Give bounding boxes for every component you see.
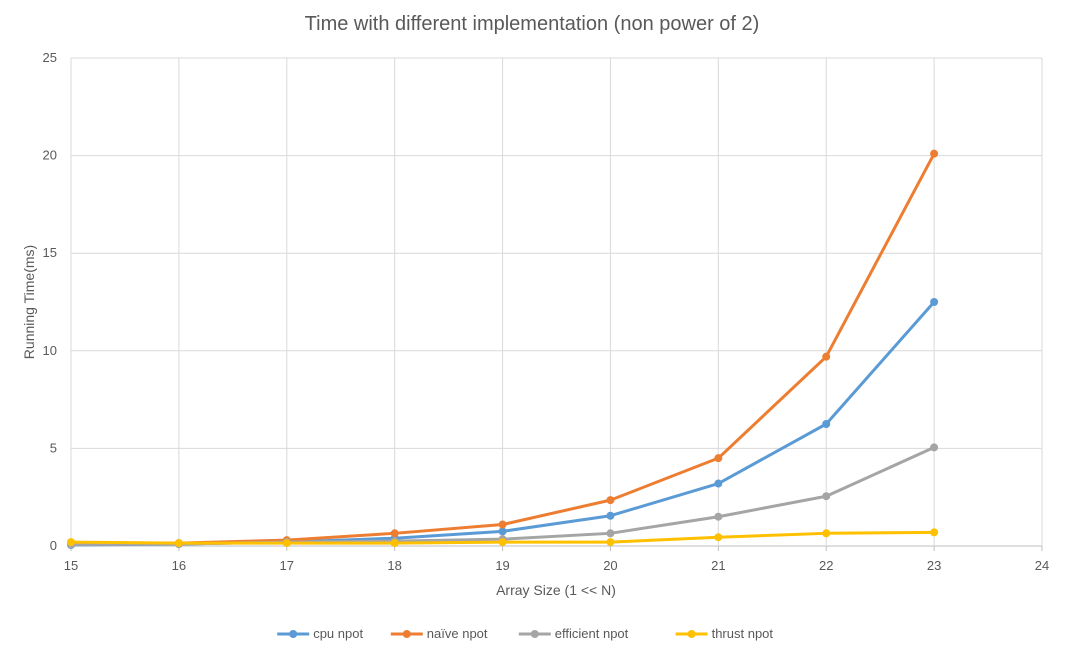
data-point (67, 538, 75, 547)
data-point (390, 529, 399, 538)
grid-lines (70, 57, 1043, 551)
data-point (930, 443, 939, 452)
data-point (606, 511, 615, 520)
data-point (714, 512, 723, 521)
x-tick-label: 24 (1035, 558, 1049, 573)
data-point (930, 298, 939, 306)
legend-label: efficient npot (555, 626, 629, 641)
data-point (606, 538, 615, 547)
data-point (822, 529, 831, 538)
data-point (930, 528, 939, 537)
tick-labels: 0 5 10 15 20 25 15 16 17 18 19 20 21 22 23 24 (43, 50, 1050, 573)
y-tick-label: 10 (43, 343, 57, 358)
data-point (606, 529, 615, 538)
data-point (930, 149, 939, 158)
data-point (714, 533, 723, 542)
legend-item: thrust npot (675, 626, 774, 641)
legend-item: cpu npot (277, 626, 363, 641)
legend-item: efficient npot (518, 626, 629, 641)
legend-label: thrust npot (712, 626, 774, 641)
x-tick-label: 17 (280, 558, 294, 573)
y-axis-title: Running Time(ms) (21, 245, 37, 359)
legend-item: naïve npot (390, 626, 488, 641)
legend-marker (289, 630, 298, 638)
x-tick-label: 21 (711, 558, 725, 573)
legend-label: cpu npot (313, 626, 363, 641)
data-point (714, 479, 723, 488)
data-point (606, 496, 615, 505)
legend: cpu npot naïve npot efficient npot thrust n… (277, 626, 773, 641)
data-point (822, 352, 831, 361)
legend-marker (402, 630, 411, 638)
data-point (390, 539, 399, 548)
data-point (714, 454, 723, 463)
data-point (822, 492, 831, 501)
x-tick-label: 15 (64, 558, 78, 573)
x-tick-label: 18 (387, 558, 401, 573)
y-tick-label: 25 (43, 50, 57, 65)
x-tick-label: 22 (819, 558, 833, 573)
data-point (822, 420, 831, 428)
data-point (282, 539, 291, 548)
chart-title: Time with different implementation (non … (305, 13, 760, 35)
y-tick-label: 0 (50, 538, 57, 553)
y-tick-label: 15 (43, 245, 57, 260)
x-tick-label: 19 (495, 558, 509, 573)
x-tick-label: 16 (172, 558, 186, 573)
y-tick-label: 20 (43, 148, 57, 163)
series-3 (67, 528, 939, 548)
data-point (498, 527, 507, 536)
x-tick-label: 20 (603, 558, 617, 573)
x-axis-title: Array Size (1 << N) (496, 582, 616, 598)
x-tick-label: 23 (927, 558, 941, 573)
data-point (174, 539, 183, 548)
series-layer (67, 149, 939, 550)
y-tick-label: 5 (50, 440, 57, 455)
data-point (498, 520, 507, 529)
legend-marker (687, 630, 696, 638)
legend-label: naïve npot (427, 626, 488, 641)
legend-marker (530, 630, 539, 638)
data-point (498, 538, 507, 547)
